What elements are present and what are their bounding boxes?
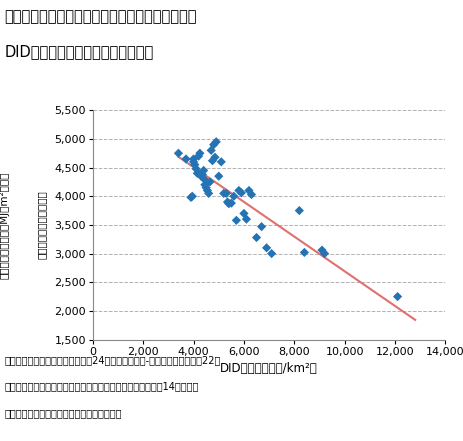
Point <box>267 250 275 257</box>
Point <box>393 293 400 300</box>
Point <box>242 216 250 223</box>
Point <box>252 234 260 241</box>
Point <box>318 247 325 254</box>
Point <box>223 198 231 206</box>
Point <box>232 217 239 224</box>
Point <box>219 190 227 197</box>
Point <box>237 189 244 196</box>
Point <box>198 171 206 178</box>
Text: エネルギー消費量（MJ／m²・年）: エネルギー消費量（MJ／m²・年） <box>0 171 10 279</box>
Point <box>197 172 204 179</box>
Point <box>182 156 189 163</box>
Point <box>240 210 247 217</box>
Point <box>263 244 270 251</box>
Point <box>194 153 202 160</box>
Point <box>191 161 198 168</box>
Point <box>192 165 200 172</box>
Text: DID人口密度の関係（都道府県別）: DID人口密度の関係（都道府県別） <box>5 44 154 59</box>
Point <box>196 150 203 157</box>
Point <box>214 172 222 179</box>
Point <box>207 147 214 154</box>
Point <box>208 157 216 164</box>
Text: 物エネルギー消費量調査報告書」より作成: 物エネルギー消費量調査報告書」より作成 <box>5 408 122 418</box>
Point <box>201 181 208 188</box>
Point <box>212 138 219 146</box>
Point <box>247 191 255 198</box>
Point <box>222 190 230 197</box>
Point <box>235 187 242 194</box>
Point <box>210 141 217 148</box>
X-axis label: DID人口密度（人/km²）: DID人口密度（人/km²） <box>220 362 317 375</box>
Point <box>245 187 252 194</box>
Point <box>217 158 225 165</box>
Point <box>188 193 195 200</box>
Point <box>200 167 207 174</box>
Point <box>193 170 200 177</box>
Text: 国勢調査」、日本ビルエネルギー総合管理技術協会「平成14年版建築: 国勢調査」、日本ビルエネルギー総合管理技術協会「平成14年版建築 <box>5 381 199 392</box>
Point <box>189 156 197 163</box>
Text: 商品販売額百万円当たり: 商品販売額百万円当たり <box>37 191 47 259</box>
Point <box>175 150 182 157</box>
Point <box>257 223 265 230</box>
Point <box>295 207 302 214</box>
Point <box>227 200 235 207</box>
Point <box>187 194 194 201</box>
Point <box>206 179 213 186</box>
Point <box>225 200 232 207</box>
Text: 小売業の商品販売額当たりのエネルギー消費量と: 小売業の商品販売額当たりのエネルギー消費量と <box>5 9 197 24</box>
Point <box>203 187 211 194</box>
Point <box>211 154 218 161</box>
Point <box>189 158 197 165</box>
Text: 資料：総務省・経済産業省「平成24年経済センサス-活動調査」、「平成22年: 資料：総務省・経済産業省「平成24年経済センサス-活動調査」、「平成22年 <box>5 355 220 365</box>
Point <box>230 193 237 200</box>
Point <box>200 176 207 183</box>
Point <box>300 249 307 256</box>
Point <box>205 190 212 197</box>
Point <box>202 184 209 191</box>
Point <box>320 250 327 257</box>
